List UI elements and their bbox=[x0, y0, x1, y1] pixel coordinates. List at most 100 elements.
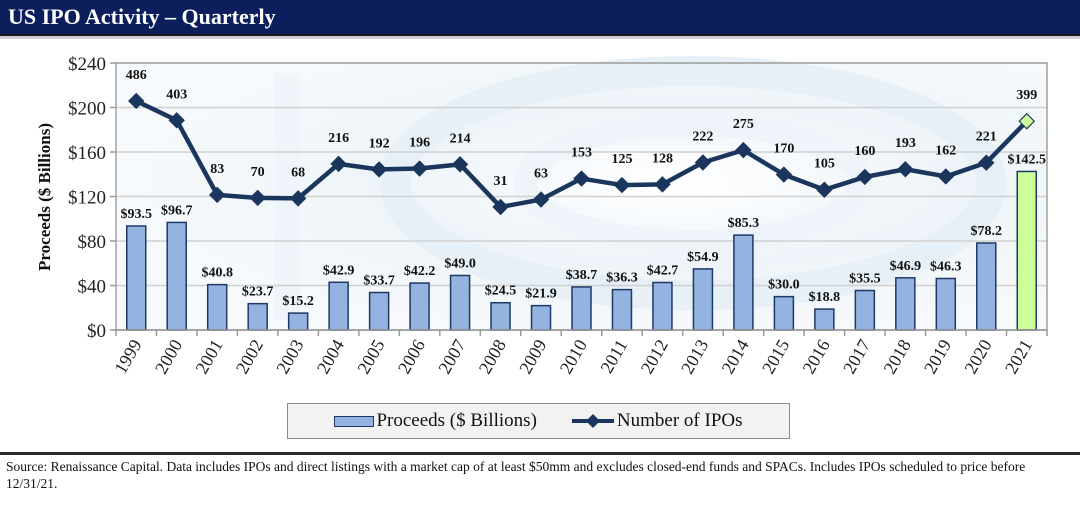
ipo-marker-2009 bbox=[532, 191, 550, 208]
x-tick-label: 2015 bbox=[758, 336, 793, 377]
source-footnote: Source: Renaissance Capital. Data includ… bbox=[6, 459, 1026, 491]
ipo-count-label: 192 bbox=[369, 136, 390, 151]
bar-2014 bbox=[733, 234, 754, 331]
ipo-count-label: 486 bbox=[126, 68, 147, 83]
bar-label: $142.5 bbox=[1008, 152, 1047, 167]
bar-label: $49.0 bbox=[444, 256, 476, 271]
x-tick-label: 2005 bbox=[353, 336, 388, 377]
ipo-marker-2005 bbox=[370, 161, 388, 178]
bar-2018 bbox=[895, 277, 916, 331]
ipo-marker-2010 bbox=[573, 170, 590, 187]
bar-2017 bbox=[854, 289, 876, 331]
bar-2007 bbox=[449, 274, 471, 331]
ipo-marker-1999 bbox=[128, 92, 145, 110]
ipo-count-label: 214 bbox=[450, 131, 471, 146]
bar-label: $42.9 bbox=[323, 263, 355, 278]
y-tick-label: $240 bbox=[68, 54, 106, 75]
ipo-count-label: 221 bbox=[976, 130, 997, 145]
x-tick-label: 2002 bbox=[232, 336, 267, 377]
bar-label: $96.7 bbox=[161, 203, 193, 218]
bar-labels: $93.5 $96.7 $40.8 $23.7 $15.2 $42.9 $33.7 $42.2… bbox=[120, 152, 1046, 309]
ipo-marker-2016 bbox=[816, 181, 833, 198]
bar-label: $42.7 bbox=[647, 263, 679, 278]
x-tick-label: 2011 bbox=[596, 336, 631, 377]
ipo-marker-2020 bbox=[978, 154, 995, 171]
x-tick-label: 2019 bbox=[920, 336, 955, 377]
bar-2013 bbox=[692, 268, 714, 331]
bar-1999 bbox=[125, 225, 147, 331]
legend-item-ipos: Number of IPOs bbox=[571, 410, 743, 432]
ipo-marker-2001 bbox=[208, 186, 226, 204]
y-tick-label: $0 bbox=[87, 321, 106, 342]
bar-2003 bbox=[287, 312, 309, 331]
bar-label: $46.9 bbox=[890, 259, 922, 274]
y-axis-label: Proceeds ($ Billions) bbox=[35, 123, 54, 271]
bar-2006 bbox=[409, 282, 430, 331]
legend-label-proceeds: Proceeds ($ Billions) bbox=[376, 410, 537, 431]
bar-2021 bbox=[1016, 170, 1038, 331]
bar-label: $40.8 bbox=[201, 266, 233, 281]
ipo-count-label: 153 bbox=[571, 146, 592, 161]
bar-label: $93.5 bbox=[120, 207, 152, 222]
ipo-count-label: 193 bbox=[895, 136, 916, 151]
line-diamond-icon bbox=[571, 414, 614, 428]
bar-label: $38.7 bbox=[566, 268, 598, 283]
ipo-count-label: 63 bbox=[534, 167, 548, 182]
x-tick-label: 2010 bbox=[556, 336, 591, 377]
bar-label: $30.0 bbox=[768, 278, 800, 293]
x-tick-label: 2020 bbox=[960, 336, 995, 377]
ipo-count-label: 128 bbox=[652, 151, 673, 166]
ipo-count-label: 70 bbox=[251, 165, 265, 180]
x-tick-label: 2009 bbox=[515, 336, 550, 377]
title-underline bbox=[0, 36, 1080, 39]
bar-2010 bbox=[571, 286, 592, 331]
y-tick-label: $160 bbox=[68, 143, 106, 164]
ipo-marker-2011 bbox=[613, 176, 631, 194]
ipo-marker-2002 bbox=[249, 189, 266, 207]
ipo-count-label: 68 bbox=[291, 165, 305, 180]
y-tick-label: $80 bbox=[78, 232, 107, 253]
ipo-marker-2007 bbox=[451, 156, 469, 173]
ipo-marker-2000 bbox=[168, 112, 185, 129]
ipo-count-label: 399 bbox=[1016, 88, 1037, 103]
bar-2005 bbox=[368, 291, 390, 331]
bar-2002 bbox=[247, 302, 268, 331]
ipo-marker-2013 bbox=[694, 154, 712, 171]
bar-label: $15.2 bbox=[282, 294, 314, 309]
page-title: US IPO Activity – Quarterly bbox=[8, 4, 276, 29]
x-axis: 1999 2000 2001 2002 2003 2004 2005 2006 2007 2008… bbox=[110, 329, 1048, 377]
ipo-marker-2014 bbox=[735, 141, 752, 159]
ipo-marker-2006 bbox=[411, 160, 428, 177]
x-tick-label: 1999 bbox=[110, 336, 145, 377]
ipo-count-label: 275 bbox=[733, 117, 754, 132]
x-tick-label: 2000 bbox=[151, 336, 186, 377]
ipo-labels: 486 403 83 70 68 216 192 196 214 31 63 153 125 128 222… bbox=[126, 68, 1038, 189]
bar-label: $21.9 bbox=[525, 287, 557, 302]
ipo-marker-2019 bbox=[937, 168, 955, 185]
bar-label: $54.9 bbox=[687, 250, 719, 265]
ipo-marker-2008 bbox=[492, 198, 509, 216]
y-tick-label: $200 bbox=[68, 99, 106, 120]
bar-2001 bbox=[206, 283, 228, 331]
bar-label: $23.7 bbox=[242, 285, 274, 300]
bar-2016 bbox=[814, 308, 835, 331]
bar-label: $78.2 bbox=[971, 224, 1003, 239]
ipo-line bbox=[128, 92, 1036, 216]
ipo-count-label: 160 bbox=[854, 144, 875, 159]
ipo-count-label: 105 bbox=[814, 157, 835, 172]
bar-2008 bbox=[490, 301, 511, 331]
bar-2011 bbox=[611, 288, 633, 331]
x-tick-label: 2012 bbox=[637, 336, 672, 377]
watermark-ring bbox=[513, 112, 873, 254]
bar-2004 bbox=[328, 281, 349, 331]
ipo-count-label: 162 bbox=[935, 143, 956, 158]
y-tick-label: $120 bbox=[68, 188, 106, 209]
ipo-marker-2017 bbox=[856, 168, 874, 186]
bar-label: $85.3 bbox=[728, 216, 760, 231]
ipo-count-label: 403 bbox=[166, 87, 187, 102]
x-tick-label: 2018 bbox=[879, 336, 914, 377]
bar-2020 bbox=[976, 242, 997, 331]
bar-2009 bbox=[530, 304, 552, 331]
bars bbox=[125, 170, 1038, 331]
